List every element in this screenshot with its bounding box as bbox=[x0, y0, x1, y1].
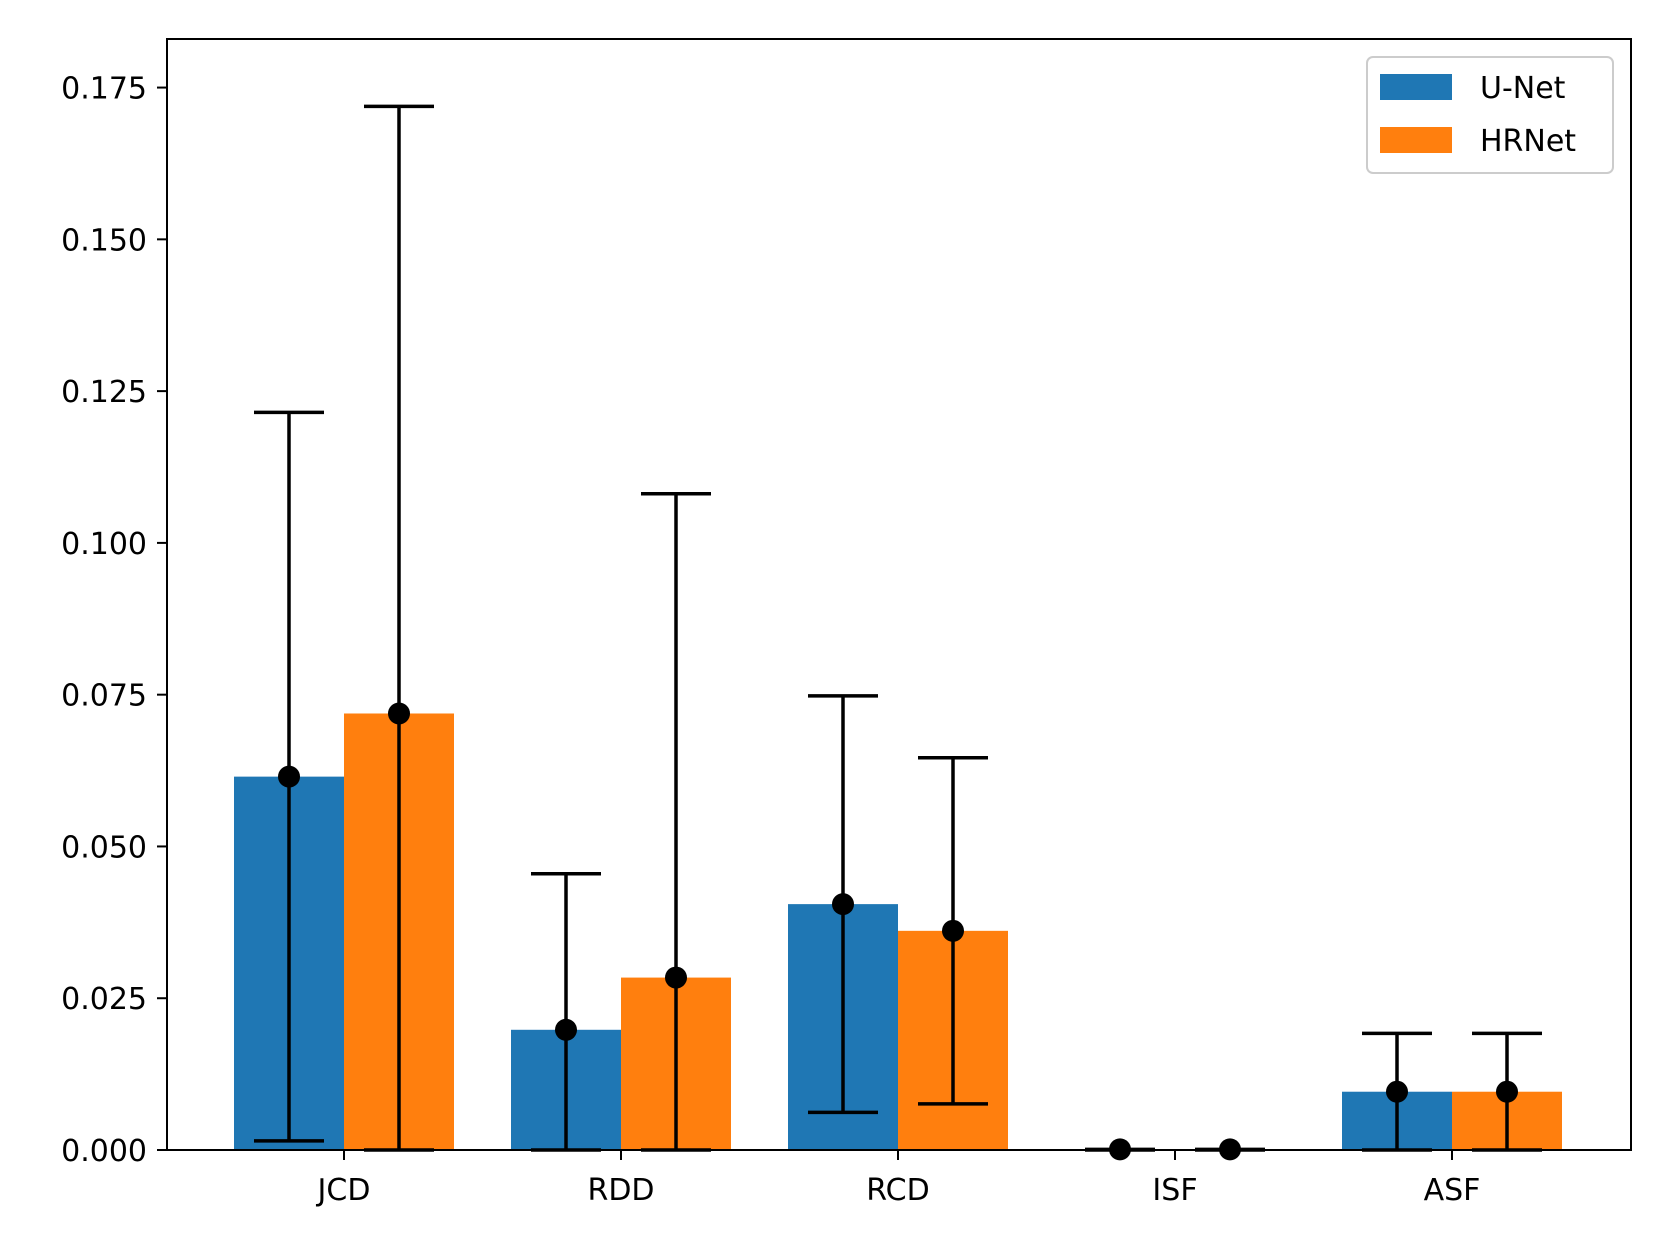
y-tick-label: 0.100 bbox=[61, 527, 147, 562]
legend-swatch-hrnet bbox=[1380, 127, 1452, 153]
point-hrnet-jcd bbox=[388, 702, 410, 725]
legend: U-Net HRNet bbox=[1366, 56, 1614, 174]
x-tick-label-isf: ISF bbox=[1152, 1173, 1197, 1208]
y-tick-label: 0.125 bbox=[61, 375, 147, 410]
legend-swatch-u-net bbox=[1380, 74, 1452, 100]
point-u-net-rcd bbox=[832, 893, 854, 916]
x-tick-label-asf: ASF bbox=[1424, 1173, 1481, 1208]
x-tick-label-rdd: RDD bbox=[587, 1173, 654, 1208]
x-tick-label-rcd: RCD bbox=[866, 1173, 929, 1208]
point-u-net-jcd bbox=[278, 765, 300, 788]
point-hrnet-rdd bbox=[665, 966, 687, 989]
axes-layer: 0.000 0.025 0.050 0.075 0.100 0.125 0.150 0.175… bbox=[61, 38, 1632, 1208]
bars-layer bbox=[234, 713, 1562, 1150]
y-tick-label: 0.175 bbox=[61, 72, 147, 107]
point-hrnet-rcd bbox=[942, 919, 964, 942]
y-tick-label: 0.075 bbox=[61, 679, 147, 714]
point-u-net-asf bbox=[1386, 1080, 1408, 1103]
point-u-net-rdd bbox=[555, 1018, 577, 1041]
legend-label-hrnet: HRNet bbox=[1480, 124, 1576, 159]
y-tick-label: 0.050 bbox=[61, 830, 147, 865]
y-tick-label: 0.150 bbox=[61, 223, 147, 258]
legend-label-u-net: U-Net bbox=[1480, 71, 1566, 106]
y-tick-label: 0.025 bbox=[61, 982, 147, 1017]
x-tick-label-jcd: JCD bbox=[316, 1173, 371, 1208]
point-hrnet-asf bbox=[1496, 1080, 1518, 1103]
y-tick-label: 0.000 bbox=[61, 1134, 147, 1169]
